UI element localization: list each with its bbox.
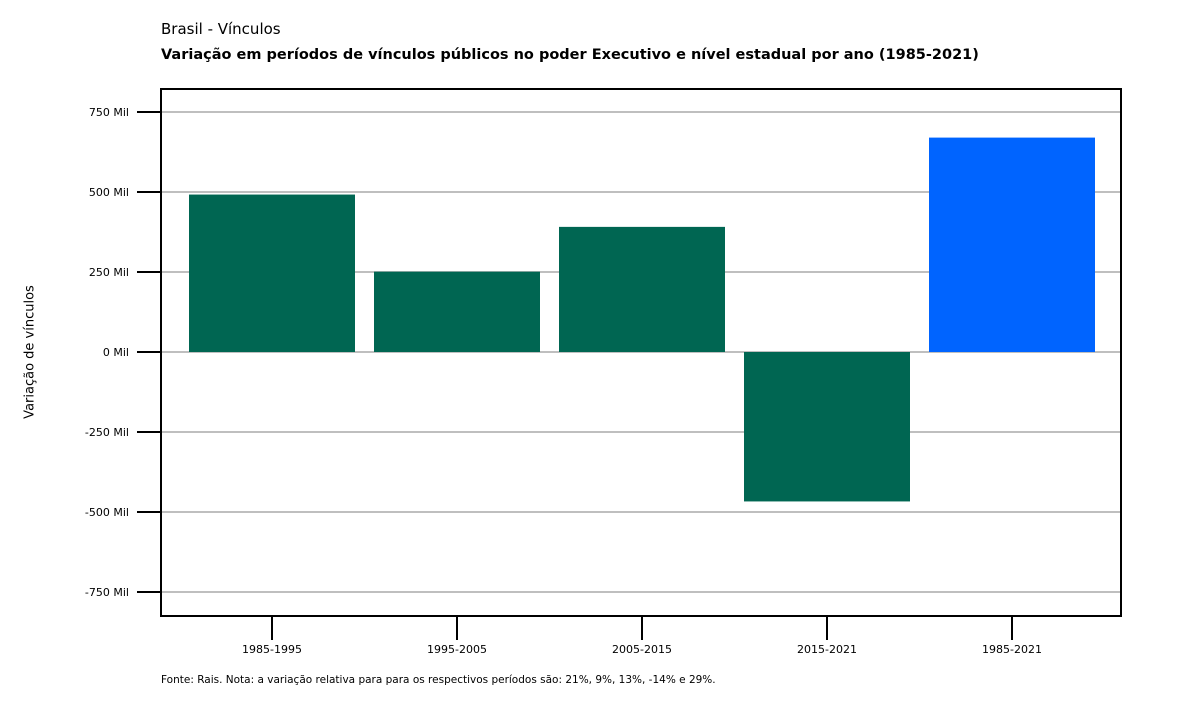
y-tick-label: 250 Mil xyxy=(89,266,129,279)
x-tick-label: 1985-2021 xyxy=(982,643,1042,656)
bar-2005-2015 xyxy=(559,226,725,352)
bar-1985-2021 xyxy=(929,137,1095,352)
y-tick-label: -750 Mil xyxy=(85,586,129,599)
plot-frame xyxy=(160,88,1122,617)
y-tick-label: 500 Mil xyxy=(89,186,129,199)
bars xyxy=(189,137,1095,502)
chart-title: Variação em períodos de vínculos público… xyxy=(161,47,979,63)
grid-lines xyxy=(161,111,1121,593)
bar-2015-2021 xyxy=(744,352,910,502)
source-note: Fonte: Rais. Nota: a variação relativa p… xyxy=(161,674,716,686)
y-tick-label: 0 Mil xyxy=(103,346,129,359)
y-tick-label: -500 Mil xyxy=(85,506,129,519)
axes: -750 Mil -500 Mil -250 Mil 0 Mil 250 Mil 500 … xyxy=(85,88,1122,656)
bar-1995-2005 xyxy=(374,271,540,352)
x-tick-label: 1995-2005 xyxy=(427,643,487,656)
x-tick-label: 2005-2015 xyxy=(612,643,672,656)
x-tick-label: 1985-1995 xyxy=(242,643,302,656)
y-tick-label: -250 Mil xyxy=(85,426,129,439)
y-tick-label: 750 Mil xyxy=(89,106,129,119)
bar-1985-1995 xyxy=(189,194,355,352)
x-tick-label: 2015-2021 xyxy=(797,643,857,656)
chart-subtitle: Brasil - Vínculos xyxy=(161,20,281,38)
